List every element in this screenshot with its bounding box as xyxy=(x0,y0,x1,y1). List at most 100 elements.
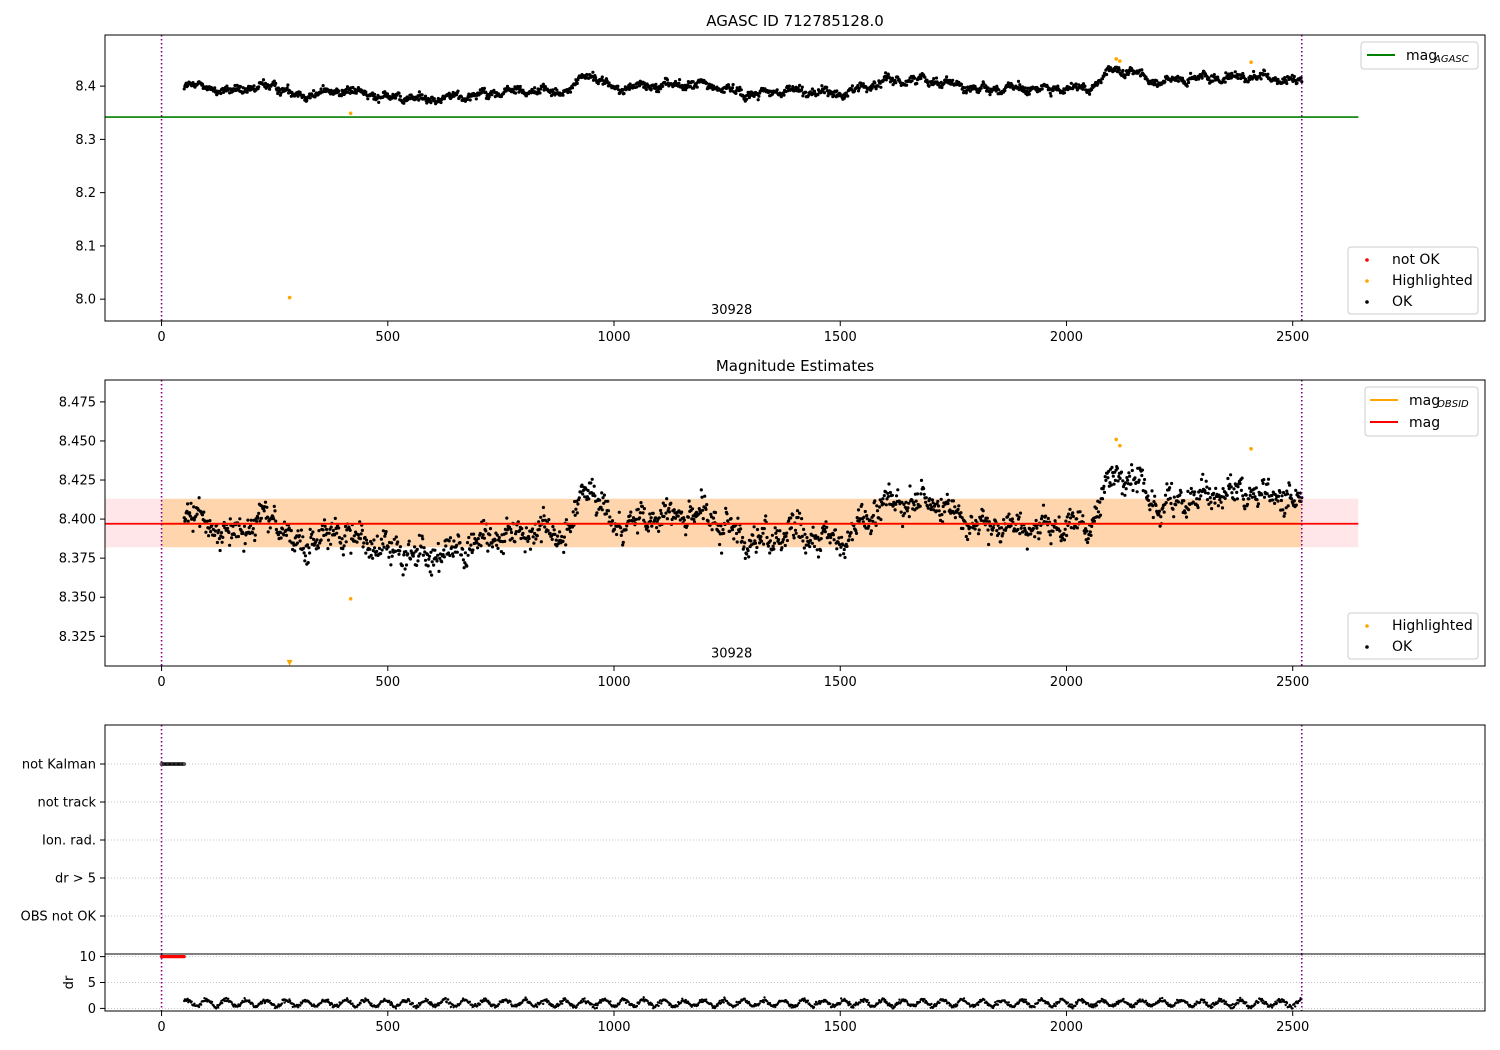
dr-point xyxy=(426,998,429,1002)
ok-point xyxy=(1255,498,1259,502)
ok-point xyxy=(213,529,217,533)
ok-point xyxy=(456,89,460,93)
ok-point xyxy=(1178,493,1182,497)
ok-point xyxy=(774,531,778,535)
ok-point xyxy=(619,526,623,530)
ok-point xyxy=(1235,490,1239,494)
dr-point xyxy=(268,999,271,1002)
ok-point xyxy=(734,91,738,95)
dr-point xyxy=(487,999,490,1002)
dr-point xyxy=(938,1001,941,1004)
ok-point xyxy=(472,532,476,536)
ok-point xyxy=(1062,538,1067,542)
ok-point xyxy=(415,547,419,552)
y-tick-label: 8.325 xyxy=(59,630,96,645)
ok-point xyxy=(255,520,259,524)
ok-point xyxy=(183,517,188,521)
ok-point xyxy=(272,504,276,508)
ok-point xyxy=(816,535,820,539)
ok-point xyxy=(599,505,603,509)
ok-point xyxy=(1169,501,1173,506)
ok-point xyxy=(1233,498,1237,502)
dr-point xyxy=(774,1005,777,1009)
dr-point xyxy=(594,1002,598,1005)
ok-point xyxy=(780,546,784,550)
ok-point xyxy=(257,511,261,515)
ok-point xyxy=(600,75,604,79)
axes-frame xyxy=(104,34,1486,322)
ok-point xyxy=(218,548,222,553)
dr-point xyxy=(363,1000,366,1003)
ok-point xyxy=(762,527,766,531)
obsid-annotation: 30928 xyxy=(711,646,752,661)
ok-point xyxy=(226,526,230,530)
ok-point xyxy=(826,94,830,98)
ok-point xyxy=(940,513,944,517)
ok-point xyxy=(417,90,421,94)
ok-point xyxy=(436,541,440,546)
ok-point xyxy=(802,527,806,532)
ok-point xyxy=(216,531,220,535)
ok-point xyxy=(541,505,546,510)
ok-point xyxy=(1116,479,1120,483)
ok-point xyxy=(272,79,276,83)
ok-point xyxy=(358,537,362,541)
ok-point xyxy=(1186,489,1190,493)
ok-point xyxy=(315,538,319,542)
ok-point xyxy=(293,549,297,553)
flag-marker xyxy=(168,762,173,766)
ok-point xyxy=(1172,495,1176,499)
ok-point xyxy=(1243,507,1247,511)
ok-point xyxy=(1004,528,1008,532)
ok-point xyxy=(570,86,575,90)
dr-point xyxy=(618,1003,621,1006)
dr-point xyxy=(856,1003,860,1006)
x-tick-label: 500 xyxy=(375,675,400,690)
ok-point xyxy=(682,516,686,520)
ok-point xyxy=(238,517,242,521)
ok-point xyxy=(571,510,575,514)
ok-point xyxy=(1297,495,1301,499)
ok-point xyxy=(339,94,343,98)
ok-point xyxy=(838,553,842,557)
ok-point xyxy=(474,97,478,101)
ok-point xyxy=(1071,514,1075,519)
ok-point xyxy=(432,97,436,101)
ok-point xyxy=(843,555,847,560)
ok-point xyxy=(396,540,400,544)
ok-point xyxy=(819,548,823,553)
ok-point xyxy=(589,481,593,485)
ok-point xyxy=(865,517,869,521)
ok-point xyxy=(768,539,773,543)
ok-point xyxy=(1064,519,1068,523)
ok-point xyxy=(785,531,789,535)
ok-point xyxy=(657,90,661,94)
ok-point xyxy=(924,496,928,500)
ok-point xyxy=(789,516,793,520)
ok-point xyxy=(903,511,907,515)
ok-point xyxy=(1068,507,1072,511)
ok-point xyxy=(1283,76,1287,80)
ok-point xyxy=(756,98,760,102)
ok-point xyxy=(936,504,941,508)
ok-point xyxy=(1003,88,1007,93)
ok-point xyxy=(276,533,280,537)
ok-point xyxy=(888,490,893,495)
ok-point xyxy=(1031,526,1035,531)
ok-point xyxy=(947,498,951,502)
ok-point xyxy=(875,504,879,508)
ok-point xyxy=(937,509,941,513)
ok-point xyxy=(608,515,612,519)
dr-point xyxy=(1166,1001,1169,1005)
ok-point xyxy=(720,551,724,555)
ok-point xyxy=(1015,513,1019,517)
ok-point xyxy=(739,527,743,531)
ok-point xyxy=(642,507,647,511)
ok-point xyxy=(925,78,929,82)
highlighted-point xyxy=(1249,446,1253,451)
ok-point xyxy=(428,570,432,574)
ok-point xyxy=(471,548,475,552)
ok-point xyxy=(643,84,647,88)
ok-point xyxy=(713,510,718,515)
